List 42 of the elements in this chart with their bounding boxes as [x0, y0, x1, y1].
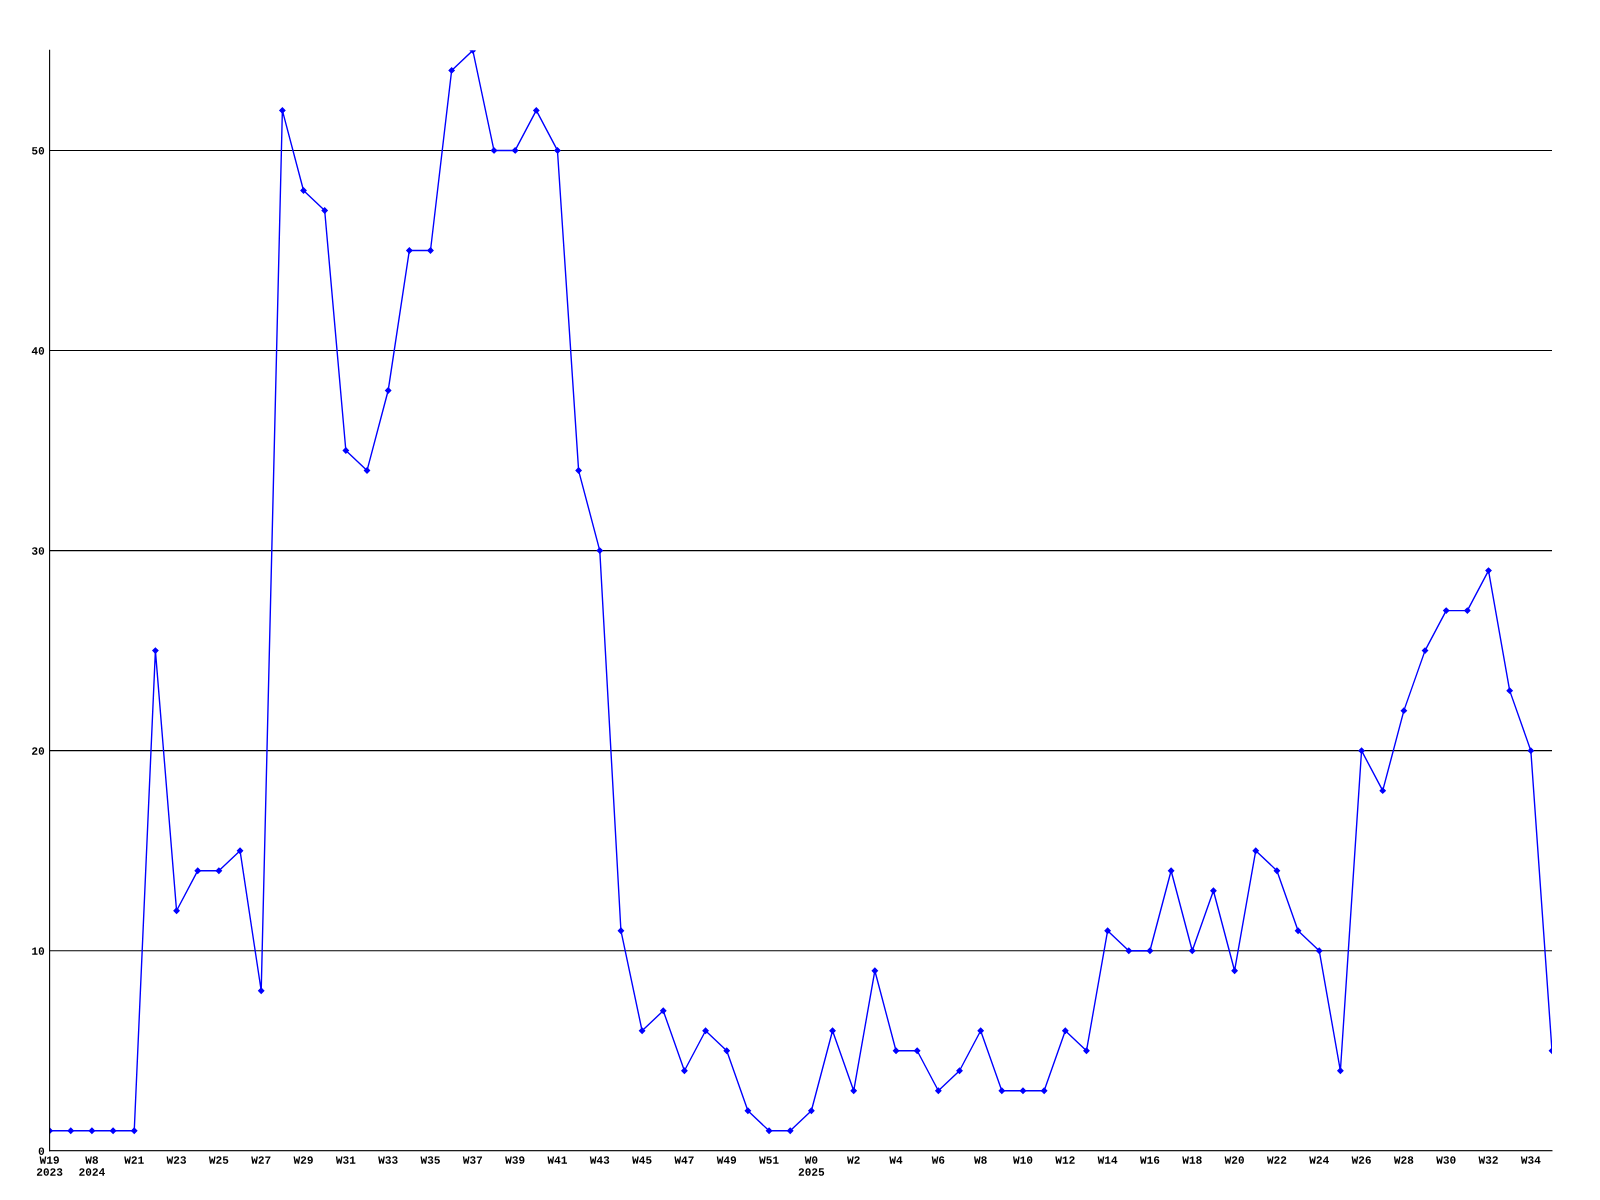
x-tick-label: W47 — [674, 1156, 694, 1164]
x-tick-label: W25 — [208, 1156, 229, 1164]
x-tick-label: W34 — [1520, 1156, 1541, 1164]
x-tick-label: W10 — [1012, 1156, 1033, 1164]
y-tick-label: 0 — [38, 1147, 45, 1155]
x-tick-label: W12 — [1055, 1156, 1075, 1164]
x-tick-label: W45 — [632, 1156, 652, 1164]
x-tick-label: W2 — [847, 1156, 860, 1164]
x-tick-label: W16 — [1139, 1156, 1160, 1164]
x-tick-label: W24 — [1309, 1156, 1329, 1164]
x-tick-label: W29 — [293, 1156, 313, 1164]
x-tick-label: W43 — [589, 1156, 610, 1164]
x-tick-label: W21 — [124, 1156, 144, 1164]
x-tick-label: W49 — [716, 1156, 737, 1164]
x-tick-label: W51 — [759, 1156, 779, 1164]
x-tick-label: W30 — [1436, 1156, 1456, 1164]
x-tick-label: W27 — [251, 1156, 271, 1164]
x-tick-label: W22 — [1266, 1156, 1287, 1164]
y-tick-label: 40 — [31, 347, 45, 355]
x-tick-label: W32 — [1478, 1156, 1498, 1164]
x-tick-label: W19 2023 — [36, 1156, 63, 1176]
x-tick-label: W20 — [1224, 1156, 1244, 1164]
x-tick-label: W35 — [420, 1156, 440, 1164]
x-tick-label: W39 — [505, 1156, 525, 1164]
x-tick-label: W4 — [889, 1156, 903, 1164]
x-tick-label: W14 — [1097, 1156, 1118, 1164]
x-tick-label: W33 — [378, 1156, 398, 1164]
x-tick-label: W6 — [931, 1156, 945, 1164]
x-tick-label: W31 — [335, 1156, 356, 1164]
y-tick-label: 10 — [32, 947, 45, 955]
y-tick-label: 20 — [32, 747, 45, 755]
x-tick-label: W26 — [1351, 1156, 1371, 1164]
x-tick-label: W0 2025 — [798, 1156, 825, 1176]
y-tick-label: 50 — [31, 147, 45, 155]
y-tick-label: 30 — [31, 547, 45, 555]
x-tick-label: W18 — [1182, 1156, 1202, 1164]
x-tick-label: W28 — [1393, 1156, 1414, 1164]
x-tick-label: W8 2024 — [79, 1156, 105, 1176]
x-tick-label: W23 — [166, 1156, 186, 1164]
x-tick-label: W37 — [462, 1156, 483, 1164]
x-tick-label: W41 — [547, 1156, 567, 1164]
x-tick-label: W8 — [974, 1156, 987, 1164]
